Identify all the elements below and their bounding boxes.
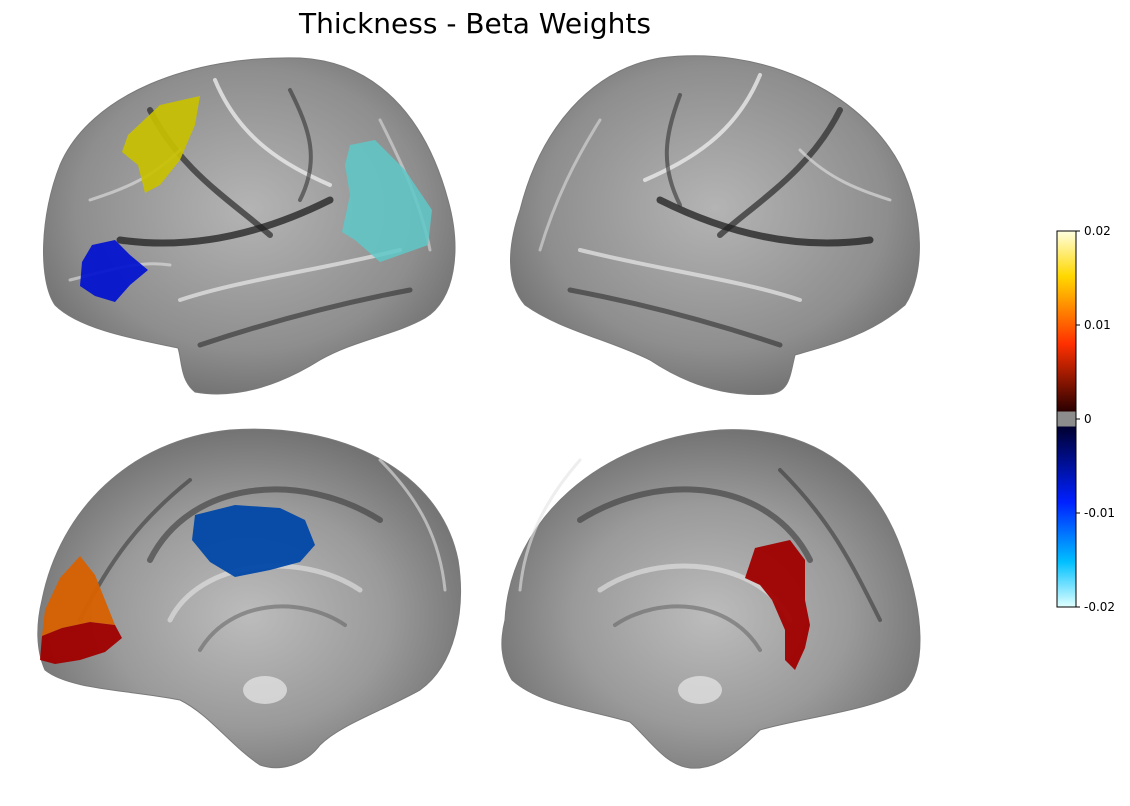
region-dark-red-right [745, 540, 810, 670]
right-lateral-hemisphere [510, 55, 920, 396]
colorbar-tick-label: 0.01 [1084, 318, 1111, 332]
colorbar-body [1056, 230, 1077, 608]
region-blue [80, 240, 148, 302]
region-yellow [122, 96, 200, 193]
colorbar: 0.02 0.01 0 -0.01 -0.02 [1056, 224, 1115, 614]
region-dark-red-left [40, 622, 122, 664]
colorbar-tick-label: 0 [1084, 412, 1092, 426]
colorbar-tick-label: 0.02 [1084, 224, 1111, 238]
colorbar-tick-label: -0.01 [1084, 506, 1115, 520]
region-cyan [342, 140, 432, 262]
right-medial-hemisphere [501, 429, 921, 769]
left-lateral-hemisphere [43, 57, 456, 395]
region-blue-medial [192, 505, 315, 577]
left-medial-hemisphere [37, 428, 461, 769]
region-orange [42, 556, 115, 636]
colorbar-ticks: 0.02 0.01 0 -0.01 -0.02 [1076, 224, 1115, 614]
figure-title: Thickness - Beta Weights [298, 7, 651, 40]
colorbar-tick-label: -0.02 [1084, 600, 1115, 614]
